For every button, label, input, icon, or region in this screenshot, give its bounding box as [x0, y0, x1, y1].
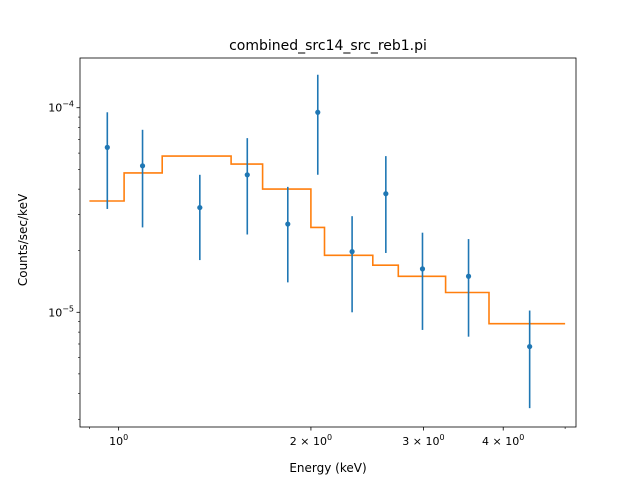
data-point — [197, 174, 203, 261]
x-tick-label: 3 × 100 — [402, 433, 444, 448]
x-tick-label: 4 × 100 — [482, 433, 524, 448]
minor-ticks — [78, 116, 566, 429]
data-marker — [197, 204, 203, 211]
data-series — [104, 74, 533, 409]
plot-frame — [79, 57, 577, 428]
data-marker — [465, 273, 472, 279]
data-marker — [349, 249, 355, 255]
data-marker — [285, 221, 291, 227]
data-point — [244, 138, 250, 235]
data-point — [465, 239, 472, 337]
data-point — [419, 232, 426, 330]
data-point — [383, 156, 389, 253]
data-point — [527, 310, 533, 409]
major-ticks: 100 2 × 100 3 × 100 4 × 100 10−5 10−4 — [48, 100, 524, 448]
chart-title: combined_src14_src_reb1.pi — [229, 38, 427, 54]
model-step-series — [89, 155, 566, 325]
data-point — [139, 129, 146, 228]
data-point — [285, 186, 291, 283]
x-axis-label: Energy (keV) — [289, 461, 366, 475]
y-axis-label: Counts/sec/keV — [16, 193, 30, 286]
data-point — [315, 74, 321, 175]
x-tick-label: 100 — [109, 433, 128, 448]
data-marker — [419, 266, 426, 272]
data-marker — [244, 172, 250, 178]
data-point — [349, 216, 355, 313]
data-marker — [315, 109, 321, 115]
data-point — [104, 112, 110, 209]
data-marker — [383, 191, 389, 197]
y-tick-label: 10−5 — [48, 304, 74, 319]
y-tick-label: 10−4 — [48, 100, 74, 115]
model-step-line — [89, 155, 566, 325]
x-tick-label: 2 × 100 — [290, 433, 332, 448]
data-marker — [104, 144, 110, 150]
data-marker — [139, 163, 146, 169]
data-marker — [527, 343, 533, 350]
